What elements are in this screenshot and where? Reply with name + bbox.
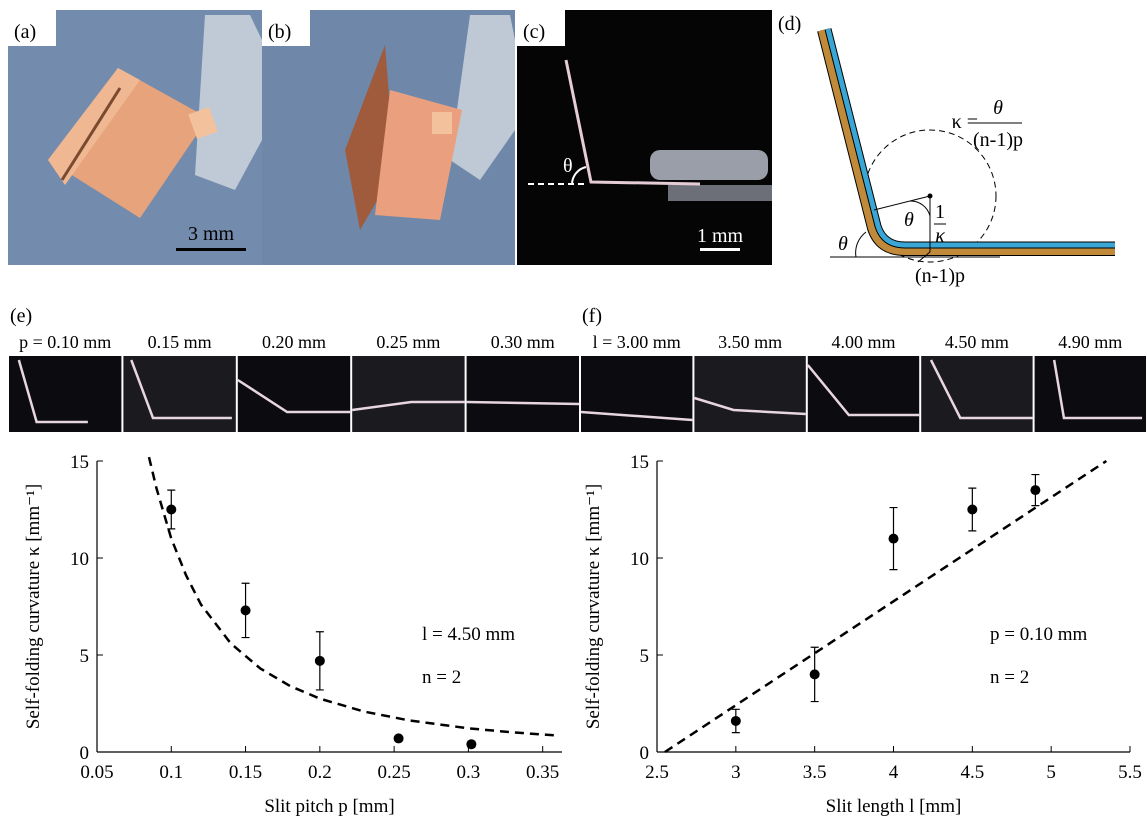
x-tick-label: 5 [1046, 762, 1056, 783]
annotation: n = 2 [990, 667, 1029, 688]
x-tick-label: 0.25 [377, 762, 410, 783]
data-point [1030, 485, 1040, 495]
strip-photo [238, 356, 350, 432]
y-axis-label: Self-folding curvature κ [mm⁻¹] [23, 484, 44, 729]
data-point [394, 733, 404, 743]
strip-photo [352, 356, 464, 432]
annotation: p = 0.10 mm [990, 624, 1087, 645]
strip-caption: 0.15 mm [148, 332, 212, 352]
scale-label: 3 mm [188, 223, 235, 245]
x-tick-label: 0.15 [229, 762, 262, 783]
y-tick-label: 10 [630, 549, 649, 570]
strip-photo [808, 356, 919, 432]
panel-label: (b) [268, 21, 291, 43]
strip-caption: 3.50 mm [718, 332, 782, 352]
y-tick-label: 15 [70, 452, 89, 473]
panel-label: (e) [10, 305, 32, 327]
radius-kappa: κ [935, 225, 945, 247]
data-point [241, 605, 251, 615]
x-tick-label: 4 [889, 762, 899, 783]
data-point [731, 716, 741, 726]
data-point [810, 669, 820, 679]
strip-caption: 4.50 mm [945, 332, 1009, 352]
angle-label: θ [838, 233, 848, 255]
formula-denominator: (n-1)p [973, 129, 1023, 151]
radius-one: 1 [935, 201, 945, 223]
y-tick-label: 15 [630, 452, 649, 473]
x-tick-label: 0.05 [80, 762, 113, 783]
panel-label: (f) [582, 305, 602, 327]
data-point [889, 534, 899, 544]
fit-curve [665, 461, 1106, 752]
x-tick-label: 3.5 [803, 762, 827, 783]
strip-caption: 0.25 mm [376, 332, 440, 352]
strip-photo [694, 356, 805, 432]
annotation: n = 2 [422, 667, 461, 688]
strip-caption: 4.00 mm [831, 332, 895, 352]
diagram-d [823, 29, 1115, 262]
angle-label: θ [904, 209, 914, 231]
data-point [967, 505, 977, 515]
x-tick-label: 0.1 [159, 762, 183, 783]
y-tick-label: 5 [640, 646, 650, 667]
strip-caption: l = 3.00 mm [593, 332, 681, 352]
angle-label: θ [563, 155, 573, 177]
x-tick-label: 3 [731, 762, 741, 783]
strip-caption: 0.20 mm [262, 332, 326, 352]
x-axis-label: Slit length l [mm] [826, 796, 962, 817]
fit-curve [149, 457, 558, 735]
strips: (e) p = 0.10 mm 0.15 mm 0.20 mm 0.25 mm 0.30 … [9, 305, 1146, 432]
strip-photo [581, 356, 692, 432]
x-tick-label: 0.35 [526, 762, 559, 783]
strip-photo [467, 356, 579, 432]
strip-caption: 4.90 mm [1058, 332, 1122, 352]
x-tick-label: 4.5 [960, 762, 984, 783]
y-tick-label: 0 [80, 743, 90, 764]
x-axis-label: Slit pitch p [mm] [264, 796, 394, 817]
photo-b [262, 10, 515, 265]
y-tick-label: 10 [70, 549, 89, 570]
x-tick-label: 2.5 [645, 762, 669, 783]
panel-label: (a) [14, 21, 36, 43]
y-axis-label: Self-folding curvature κ [mm⁻¹] [583, 484, 604, 729]
x-tick-label: 5.5 [1118, 762, 1142, 783]
strip-photo [123, 356, 235, 432]
x-tick-label: 0.2 [308, 762, 332, 783]
strip-caption: p = 0.10 mm [19, 332, 111, 352]
panel-label: (d) [778, 13, 801, 35]
data-point [466, 739, 476, 749]
data-point [315, 656, 325, 666]
panel-label: (c) [523, 21, 545, 43]
annotation: l = 4.50 mm [422, 624, 515, 645]
strip-photo [1035, 356, 1146, 432]
y-tick-label: 0 [640, 743, 650, 764]
scale-label: 1 mm [697, 225, 744, 247]
x-tick-label: 0.3 [457, 762, 481, 783]
figure: (a) (b) (c) (d) 3 mm 1 mm θ κ = θ (n-1)p… [0, 0, 1147, 826]
formula-numerator: θ [993, 97, 1003, 119]
data-point [166, 505, 176, 515]
strip-photo [921, 356, 1032, 432]
strip-caption: 0.30 mm [491, 332, 555, 352]
charts: 0.05 0.1 0.15 0.2 0.25 0.3 0.35 0 5 10 15 Slit pitc… [23, 452, 1142, 817]
arc-label: (n-1)p [915, 265, 965, 287]
y-tick-label: 5 [80, 646, 90, 667]
strip-photo [9, 356, 121, 432]
